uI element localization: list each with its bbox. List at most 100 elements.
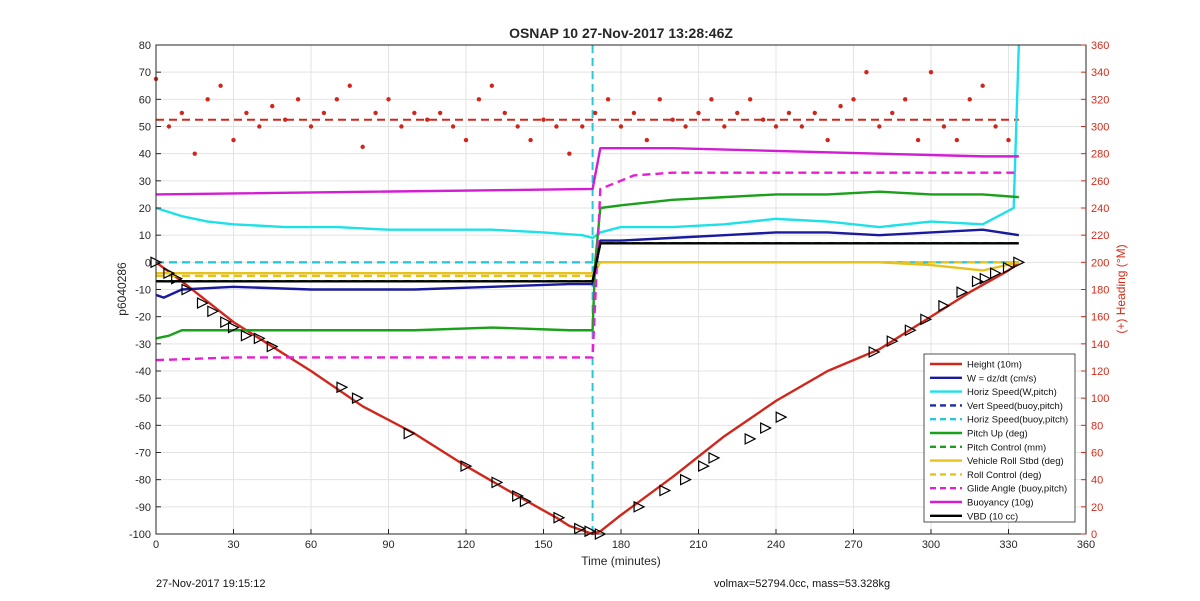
y-right-tick-label: 40 (1091, 475, 1103, 487)
y-tick-label: -10 (135, 285, 151, 297)
y-tick-label: -70 (135, 448, 151, 460)
x-tick-label: 210 (689, 539, 707, 551)
y-right-tick-label: 160 (1091, 312, 1109, 324)
tick-labels: 0 30 60 90 120 150 180 210 240 270 300 330 360807060… (129, 40, 1109, 551)
height-marker (512, 489, 525, 502)
legend-label-vehicle-roll-stbd-deg: Vehicle Roll Stbd (deg) (967, 456, 1064, 467)
heading-point (773, 124, 779, 129)
height-marker (979, 272, 992, 285)
heading-point (799, 124, 805, 129)
height-marker (971, 275, 984, 288)
x-tick-label: 330 (999, 539, 1017, 551)
height-marker (760, 422, 773, 435)
heading-point (605, 97, 611, 102)
y-tick-label: 40 (139, 149, 151, 161)
heading-point (902, 97, 908, 102)
height-marker (266, 340, 279, 353)
height-marker (227, 321, 240, 334)
height-marker (633, 500, 646, 513)
height-marker (698, 460, 711, 473)
heading-point (825, 137, 830, 143)
heading-point (993, 124, 998, 129)
height-marker (1002, 261, 1015, 274)
heading-point (166, 124, 172, 129)
y-right-tick-label: 200 (1091, 257, 1109, 269)
legend-label-pitch-control-mm: Pitch Control (mm) (967, 442, 1046, 453)
heading-point (747, 97, 753, 102)
series-line-buoyancy-10g (155, 147, 1019, 196)
heading-point (489, 83, 495, 88)
height-marker (744, 432, 757, 445)
heading-point (709, 97, 714, 102)
heading-point (282, 117, 288, 122)
y-tick-label: 20 (139, 203, 151, 215)
y-tick-label: -30 (135, 339, 151, 351)
height-marker (679, 473, 692, 486)
heading-point (928, 69, 934, 75)
y-axis-label: p6040286 (115, 262, 129, 316)
x-tick-label: 120 (457, 539, 475, 551)
heading-point (244, 110, 249, 116)
height-marker (775, 411, 788, 424)
height-marker (351, 392, 364, 405)
chart-title: OSNAP 10 27-Nov-2017 13:28:46Z (509, 25, 733, 41)
footer-vehicle-info: volmax=52794.0cc, mass=53.328kg (714, 578, 891, 590)
heading-point (295, 97, 301, 102)
heading-point (631, 110, 637, 116)
height-marker (1013, 256, 1026, 269)
heading-point (980, 83, 985, 88)
y-right-tick-label: 60 (1091, 448, 1103, 460)
y-tick-label: 0 (145, 257, 151, 269)
heading-point (437, 110, 443, 116)
height-marker (519, 495, 532, 508)
legend-label-vert-speed-buoy-pitch: Vert Speed(buoy,pitch) (967, 401, 1063, 412)
y-right-tick-label: 280 (1091, 149, 1109, 161)
height-marker (196, 297, 209, 310)
heading-point (218, 83, 223, 88)
legend-box (923, 353, 1076, 523)
y-right-tick-label: 240 (1091, 203, 1109, 215)
heading-point (838, 103, 843, 109)
y-right-tick-label: 340 (1091, 67, 1109, 79)
y-tick-label: 70 (139, 67, 151, 79)
heading-point (515, 124, 520, 129)
y-tick-label: 80 (139, 40, 151, 52)
x-axis-label: Time (minutes) (581, 554, 661, 568)
heading-point (877, 124, 882, 129)
heading-point (760, 117, 766, 122)
y-tick-label: -80 (135, 475, 151, 487)
series-line-pitch-up-deg (155, 190, 1019, 340)
heading-point (541, 117, 546, 122)
heading-point (618, 124, 624, 129)
series-line-glide-angle-buoy-pitch (155, 171, 1019, 362)
heading-point (463, 137, 469, 143)
heading-point (205, 97, 210, 102)
series-line-vbd-10-cc (156, 242, 1019, 283)
heading-point (360, 144, 365, 150)
height-marker (181, 283, 194, 296)
x-tick-label: 30 (227, 539, 239, 551)
heading-point (1006, 137, 1011, 143)
y-right-tick-label: 180 (1091, 285, 1109, 297)
y-right-tick-label: 120 (1091, 366, 1109, 378)
heading-point (915, 137, 921, 143)
series-line-height-10m (155, 261, 1020, 536)
y-right-tick-label: 0 (1091, 529, 1097, 541)
heading-point (670, 117, 675, 122)
height-marker (659, 484, 672, 497)
y-tick-label: -90 (135, 502, 151, 514)
height-marker (253, 332, 266, 345)
x-tick-label: 180 (612, 539, 630, 551)
height-marker (938, 299, 951, 312)
legend-label-horiz-speed-buoy-pitch: Horiz Speed(buoy,pitch) (967, 415, 1068, 426)
heading-point (580, 124, 585, 129)
y-right-tick-label: 260 (1091, 176, 1109, 188)
heading-point (735, 110, 740, 116)
height-marker (904, 324, 917, 337)
height-marker (886, 335, 899, 348)
height-marker (220, 316, 233, 329)
heading-point (851, 97, 856, 102)
legend-label-w-dz-dt-cm-s: W = dz/dt (cm/s) (967, 373, 1036, 384)
x-tick-label: 60 (305, 539, 317, 551)
series-line-horiz-speed-w-pitch (155, 44, 1021, 240)
